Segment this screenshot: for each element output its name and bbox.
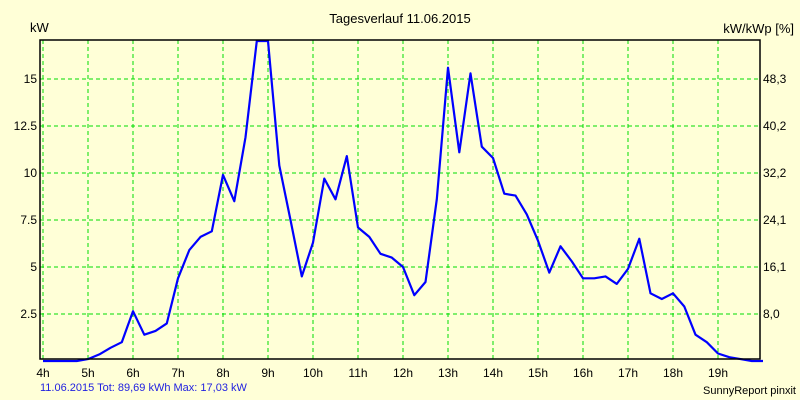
- y-tick-label-left: 7.5: [20, 213, 37, 227]
- y-tick-label-right: 8,0: [763, 307, 780, 321]
- axis-tick-labels: 4h 5h 6h 7h 8h 9h 10h 11h 12h 13h 14h 15h 16h 17h 18h 1…: [14, 72, 787, 380]
- y-tick-label-left: 5: [30, 260, 37, 274]
- y-tick-label-right: 24,1: [763, 213, 787, 227]
- y-tick-label-left: 2.5: [20, 307, 37, 321]
- x-tick-label: 17h: [618, 366, 638, 380]
- x-tick-label: 14h: [483, 366, 503, 380]
- x-tick-label: 9h: [261, 366, 274, 380]
- y-tick-label-right: 16,1: [763, 260, 787, 274]
- x-tick-label: 10h: [303, 366, 323, 380]
- x-tick-label: 7h: [171, 366, 184, 380]
- x-tick-label: 4h: [36, 366, 49, 380]
- y-tick-label-left: 10: [24, 166, 38, 180]
- credit-text: SunnyReport pinxit: [703, 385, 796, 397]
- y-tick-label-right: 48,3: [763, 72, 787, 86]
- y-tick-label-left: 12.5: [14, 119, 38, 133]
- x-tick-label: 15h: [528, 366, 548, 380]
- left-axis-unit: kW: [30, 20, 49, 35]
- chart-title: Tagesverlauf 11.06.2015: [329, 11, 471, 26]
- x-tick-label: 11h: [348, 366, 367, 380]
- daily-summary: 11.06.2015 Tot: 89,69 kWh Max: 17,03 kW: [40, 382, 247, 394]
- y-tick-label-right: 32,2: [763, 166, 787, 180]
- power-line-series: [43, 39, 763, 363]
- x-tick-label: 6h: [126, 366, 139, 380]
- grid-lines: [40, 40, 760, 359]
- x-tick-label: 5h: [81, 366, 94, 380]
- plot-frame: [39, 39, 761, 360]
- x-tick-label: 16h: [573, 366, 593, 380]
- x-tick-label: 13h: [438, 366, 458, 380]
- right-axis-unit: kW/kWp [%]: [723, 21, 794, 36]
- x-tick-label: 18h: [663, 366, 683, 380]
- x-tick-label: 12h: [393, 366, 413, 380]
- x-tick-label: 19h: [708, 366, 728, 380]
- y-tick-label-left: 15: [24, 72, 38, 86]
- y-tick-label-right: 40,2: [763, 119, 787, 133]
- x-tick-label: 8h: [216, 366, 229, 380]
